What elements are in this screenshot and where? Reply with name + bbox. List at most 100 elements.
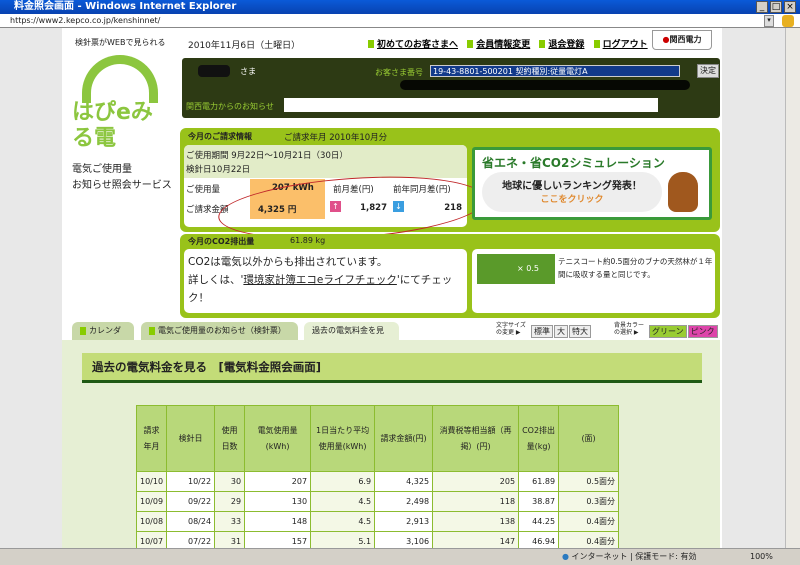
- bg-pink[interactable]: ピンク: [687, 325, 718, 338]
- table-cell: 46.94: [518, 531, 560, 548]
- kepco-brand[interactable]: ●関西電力: [652, 30, 712, 50]
- co2-message: CO2は電気以外からも排出されています。 詳しくは、'環境家計簿エコeライフチェ…: [184, 249, 467, 313]
- column-header: CO2排出量(kg): [518, 405, 560, 472]
- status-bar: [0, 548, 800, 565]
- billing-month: ご請求年月 2010年10月分: [284, 133, 388, 143]
- top-links: 初めてのお客さまへ 会員情報変更 退会登録 ログアウト: [362, 37, 648, 50]
- usage-value: 207 kWh: [272, 183, 314, 193]
- customer-number-select[interactable]: 19-43-8801-500201 契約種別:従量電灯A: [430, 65, 680, 77]
- co2-text-2b: 'にてチェック！: [188, 274, 453, 304]
- usage-period: ご使用期間 9月22日～10月21日（30日）: [186, 151, 348, 161]
- co2-text-2a: 詳しくは、': [188, 274, 244, 286]
- prev-year-label: 前年同月差(円): [393, 185, 451, 195]
- column-header: 電気使用量(kWh): [244, 405, 312, 472]
- table-cell: 10/08: [136, 511, 168, 532]
- link-member-info[interactable]: 会員情報変更: [476, 40, 531, 50]
- maximize-button[interactable]: □: [770, 1, 782, 13]
- tagline: 検針票がWEBで見られる: [75, 38, 166, 47]
- minimize-button[interactable]: _: [756, 1, 768, 13]
- column-header: 消費税等相当額（再掲）(円): [432, 405, 520, 472]
- simulation-title: 省エネ・省CO2シミュレーション: [482, 156, 665, 170]
- table-cell: 0.5面分: [558, 471, 620, 492]
- click-here[interactable]: ここをクリック: [540, 195, 604, 205]
- arrow-down-icon: ↓: [393, 201, 404, 212]
- lock-icon[interactable]: [782, 15, 794, 27]
- table-cell: 3,106: [374, 531, 434, 548]
- column-header: 使用日数: [214, 405, 246, 472]
- decide-button[interactable]: 決定: [697, 64, 719, 78]
- tab-calendar[interactable]: カレンダー: [72, 322, 134, 353]
- table-cell: 0.3面分: [558, 491, 620, 512]
- redacted-address: [400, 80, 690, 90]
- history-table: 請求年月 検針日 使用日数 電気使用量(kWh) 1日当たり平均使用量(kWh) 請求金額…: [136, 405, 620, 548]
- tab-past-charges[interactable]: 過去の電気料金を見る: [304, 322, 399, 353]
- table-cell: 4.5: [310, 511, 376, 532]
- forest-icon: × 0.5: [477, 254, 555, 284]
- table-cell: 61.89: [518, 471, 560, 492]
- zoom-level[interactable]: 100%: [750, 552, 773, 561]
- table-cell: 2,913: [374, 511, 434, 532]
- usage-label: ご使用量: [186, 185, 221, 195]
- meter-date: 検針日10月22日: [186, 165, 251, 175]
- notice-field[interactable]: [284, 98, 658, 112]
- table-cell: 148: [244, 511, 312, 532]
- table-cell: 207: [244, 471, 312, 492]
- notice-label: 関西電力からのお知らせ: [186, 102, 274, 111]
- speech-bubble[interactable]: 地球に優しいランキング発表！ ここをクリック: [482, 172, 662, 212]
- table-cell: 09/22: [166, 491, 216, 512]
- link-logout[interactable]: ログアウト: [602, 40, 648, 50]
- table-cell: 10/09: [136, 491, 168, 512]
- service-name-2: お知らせ照会サービス: [72, 180, 172, 191]
- font-size-selector: 文字サイズの変更 ▶ 標準大特大: [496, 322, 656, 338]
- tab-usage-notice[interactable]: 電気ご使用量のお知らせ（検針票）: [141, 322, 298, 340]
- customer-number-label: お客さま番号: [375, 68, 423, 77]
- table-cell: 157: [244, 531, 312, 548]
- billing-title: 今月のご請求情報: [188, 132, 252, 141]
- service-name-1: 電気ご使用量: [72, 164, 132, 175]
- bg-color-selector: 背景カラーの選択 ▶ グリーン ピンク: [614, 322, 724, 338]
- main-heading: 過去の電気料金を見る [電気料金照会画面]: [82, 353, 702, 383]
- prev-year-diff: 218: [444, 203, 462, 213]
- table-cell: 130: [244, 491, 312, 512]
- table-cell: 10/10: [136, 471, 168, 492]
- address-bar[interactable]: https://www2.kepco.co.jp/kenshinnet/: [0, 14, 800, 28]
- font-size-standard[interactable]: 標準: [531, 325, 553, 338]
- logo-bulb-icon: [82, 55, 158, 103]
- column-header: 1日当たり平均使用量(kWh): [310, 405, 376, 472]
- forest-text: テニスコート約0.5面分のブナの天然林が１年間に吸収する量と同じです。: [558, 257, 713, 279]
- font-size-large[interactable]: 大: [554, 325, 568, 338]
- co2-title: 今月のCO2排出量: [188, 237, 255, 246]
- honorific: さま: [240, 67, 256, 76]
- vertical-scrollbar[interactable]: [785, 28, 800, 548]
- logo: はぴeみる電: [72, 100, 153, 151]
- eco-life-check-link[interactable]: 環境家計簿エコeライフチェック: [243, 274, 397, 286]
- table-cell: 5.1: [310, 531, 376, 548]
- brand-name: 関西電力: [669, 35, 702, 44]
- table-cell: 29: [214, 491, 246, 512]
- table-row: 10/07 07/22 31 157 5.1 3,106 147 46.94 0.4面分: [136, 531, 620, 548]
- table-cell: 31: [214, 531, 246, 548]
- table-cell: 38.87: [518, 491, 560, 512]
- link-first-time[interactable]: 初めてのお客さまへ: [377, 40, 459, 50]
- column-header: 検針日: [166, 405, 216, 472]
- close-button[interactable]: ×: [784, 1, 796, 13]
- column-header: 請求金額(円): [374, 405, 434, 472]
- table-cell: 30: [214, 471, 246, 492]
- link-unsubscribe[interactable]: 退会登録: [548, 40, 585, 50]
- security-zone: ● インターネット | 保護モード: 有効: [562, 552, 697, 561]
- table-row: 10/08 08/24 33 148 4.5 2,913 138 44.25 0.4面分: [136, 511, 620, 532]
- table-row: 10/09 09/22 29 130 4.5 2,498 118 38.87 0.3面分: [136, 491, 620, 512]
- co2-text-1: CO2は電気以外からも排出されています。: [188, 256, 388, 268]
- table-cell: 147: [432, 531, 520, 548]
- table-cell: 10/22: [166, 471, 216, 492]
- bear-mascot-icon: [668, 172, 698, 212]
- prev-month-diff: 1,827: [360, 203, 387, 213]
- table-cell: 0.4面分: [558, 531, 620, 548]
- window-title: 料金照会画面 - Windows Internet Explorer: [0, 0, 800, 14]
- table-cell: 33: [214, 511, 246, 532]
- font-size-xlarge[interactable]: 特大: [569, 325, 591, 338]
- history-table-wrap: 請求年月 検針日 使用日数 電気使用量(kWh) 1日当たり平均使用量(kWh) 請求金額…: [136, 405, 620, 548]
- redacted-name: [198, 65, 230, 77]
- address-dropdown[interactable]: ▾: [764, 15, 774, 27]
- bg-green[interactable]: グリーン: [649, 325, 687, 338]
